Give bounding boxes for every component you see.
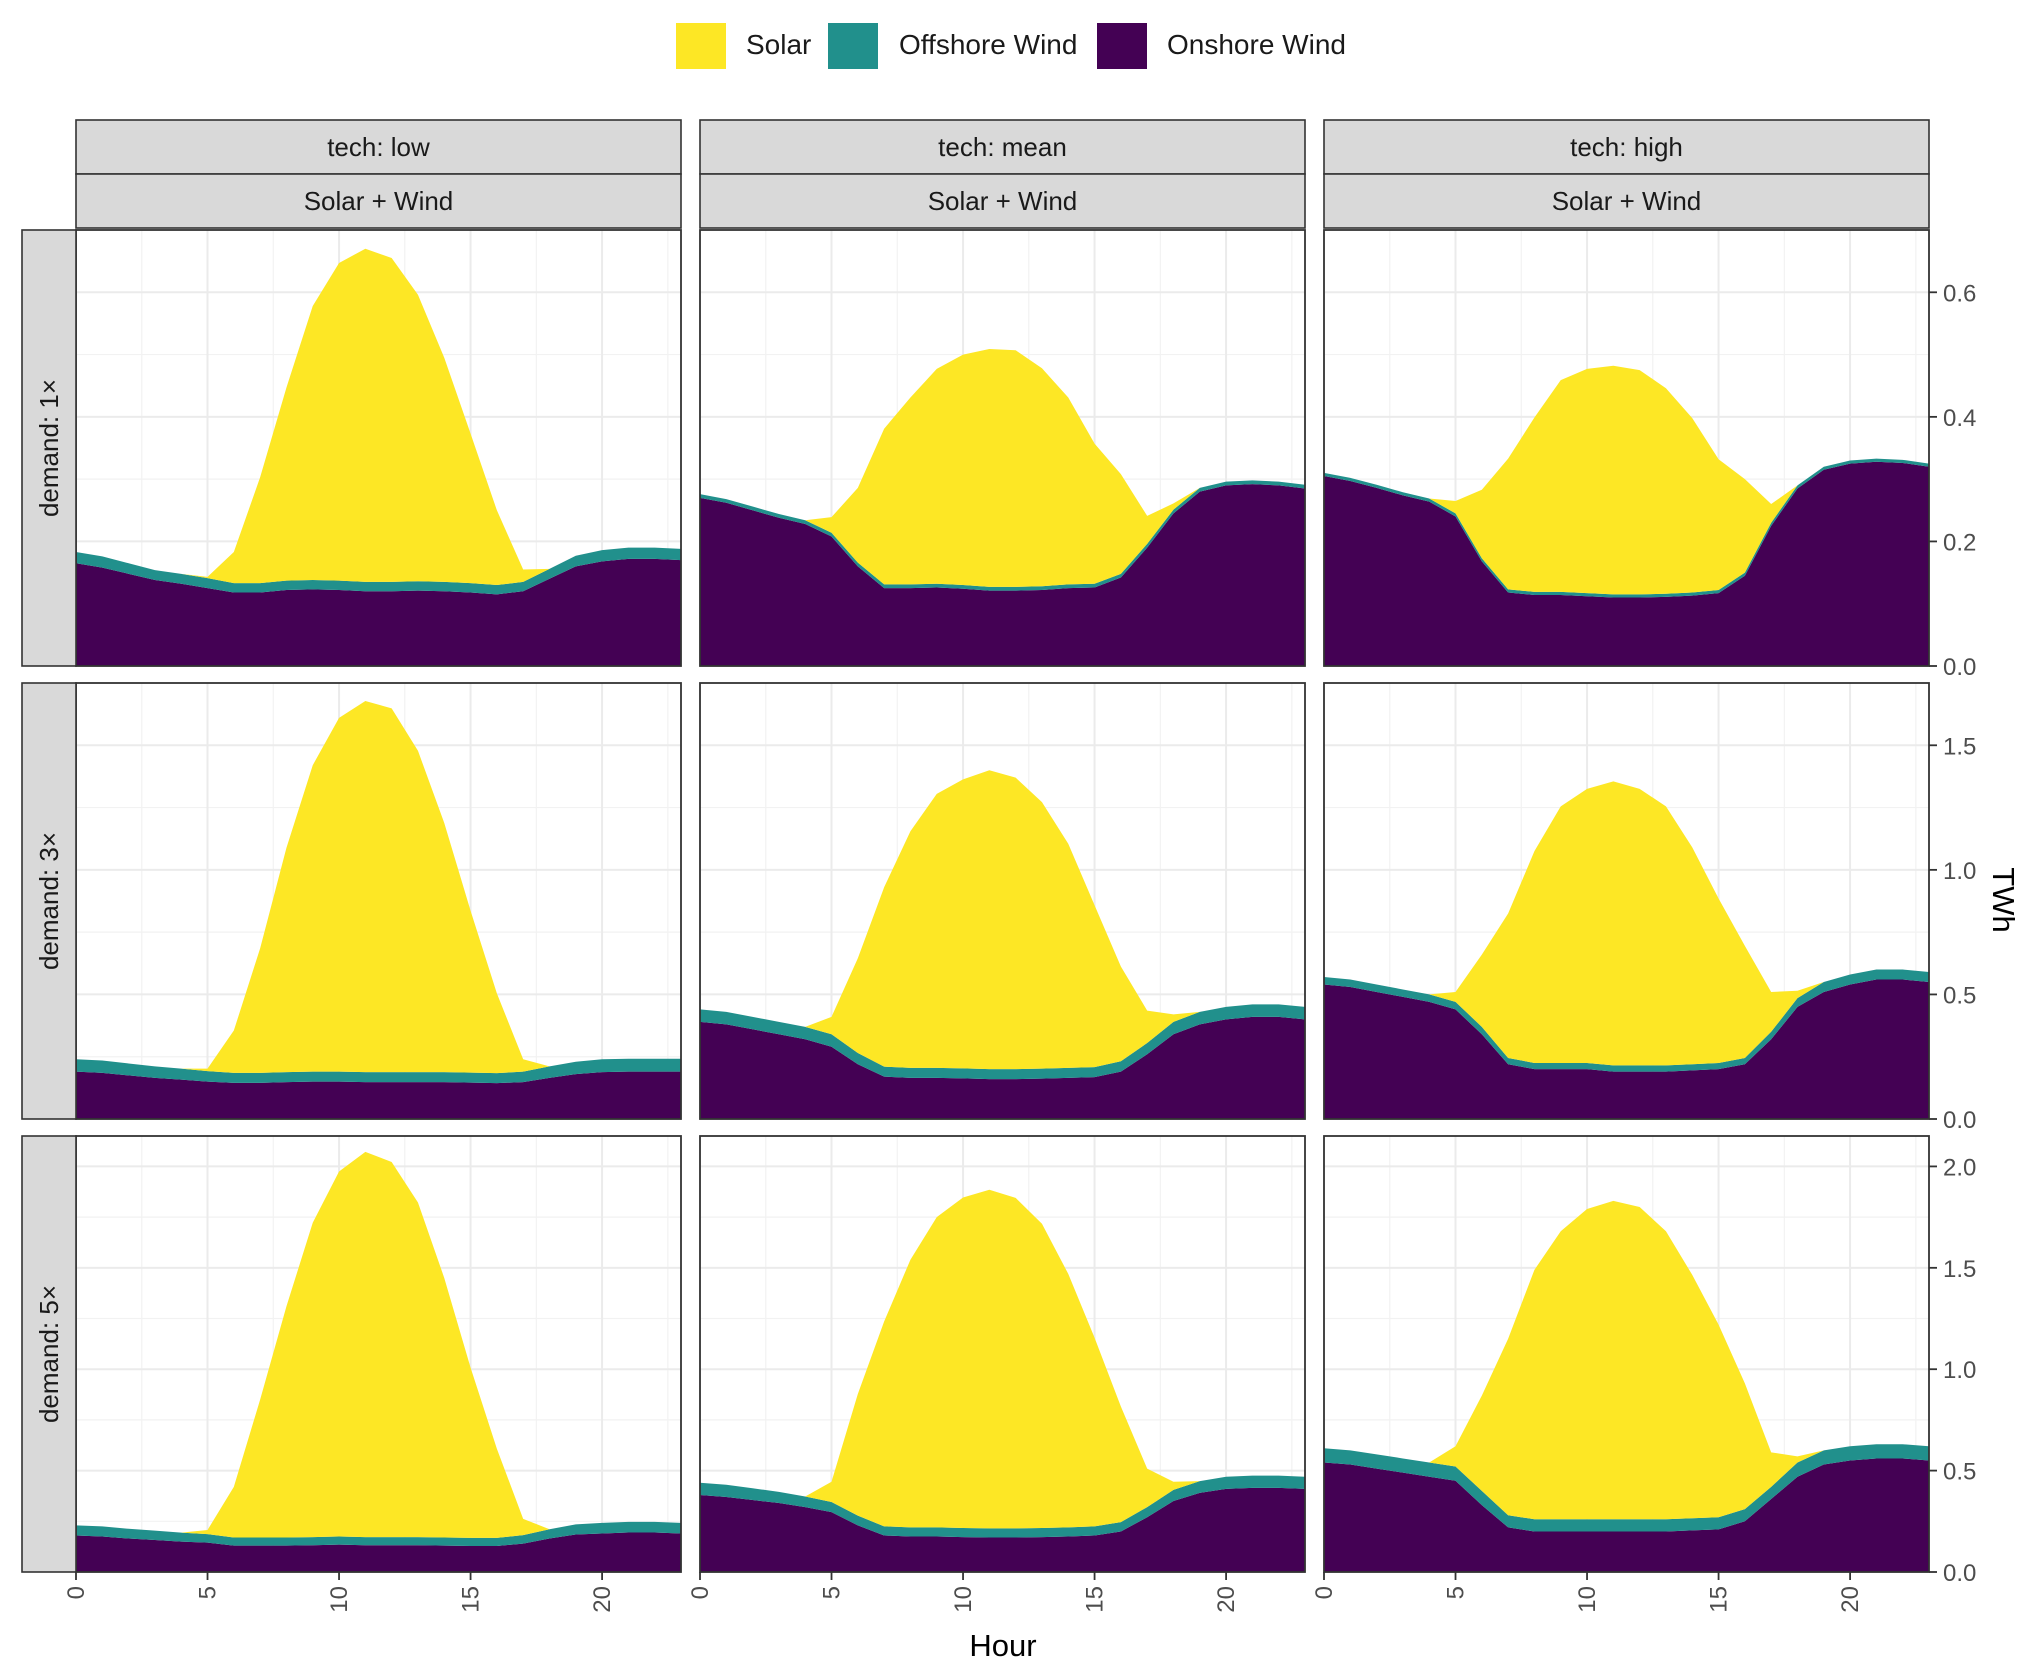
row-strip-demand-5	[21, 1135, 77, 1573]
x-tick-label: 15	[1706, 1586, 1733, 1613]
area-offshore-wind	[700, 1004, 1305, 1080]
area-onshore-wind	[1324, 461, 1929, 666]
panel-r3-c3	[1323, 1135, 1930, 1573]
panel-r3-c1	[75, 1135, 682, 1573]
x-tick-label: 0	[1311, 1586, 1338, 1599]
x-tick-label: 0	[63, 1586, 90, 1599]
x-tick-label: 20	[1837, 1586, 1864, 1613]
y-tick-label: 0.4	[1943, 405, 1976, 432]
row-strip-label: demand: 1×	[34, 379, 64, 517]
x-tick-label: 5	[819, 1586, 846, 1599]
area-offshore-wind	[1324, 969, 1929, 1072]
area-onshore-wind	[700, 1016, 1305, 1119]
row-strip-demand-3	[21, 682, 77, 1120]
column-substrip	[699, 173, 1306, 229]
axes: tech: low Solar + Wind tech: mean Solar + W…	[21, 119, 2021, 1663]
area-onshore-wind	[76, 1532, 681, 1572]
x-tick-label: 20	[589, 1586, 616, 1613]
column-substrip	[1323, 173, 1930, 229]
column-substrip	[75, 173, 682, 229]
facet-panels	[75, 229, 1930, 1573]
area-onshore-wind	[700, 484, 1305, 666]
panel-border	[699, 682, 1306, 1120]
y-tick-label: 1.5	[1943, 733, 1976, 760]
y-tick-label: 0.2	[1943, 529, 1976, 556]
area-onshore-wind	[1324, 1458, 1929, 1572]
x-tick-label: 10	[950, 1586, 977, 1613]
legend-key-onshore-wind	[1097, 23, 1147, 69]
column-substrip-label: Solar + Wind	[928, 186, 1078, 216]
area-offshore-wind	[76, 547, 681, 595]
area-offshore-wind	[700, 1475, 1305, 1538]
legend-key-solar	[676, 23, 726, 69]
legend: Solar Offshore Wind Onshore Wind	[676, 23, 1346, 69]
column-strip-tech-mean	[699, 119, 1306, 175]
area-solar	[700, 770, 1305, 1070]
area-solar	[76, 248, 681, 586]
column-strip-label: tech: low	[327, 132, 430, 162]
y-tick-label: 2.0	[1943, 1154, 1976, 1181]
row-strip-label: demand: 5×	[34, 1285, 64, 1423]
x-tick-label: 5	[195, 1586, 222, 1599]
column-strip-tech-high	[1323, 119, 1930, 175]
legend-label-solar: Solar	[746, 29, 811, 60]
legend-label-onshore-wind: Onshore Wind	[1167, 29, 1346, 60]
y-tick-label: 0.6	[1943, 280, 1976, 307]
panel-border	[699, 229, 1306, 667]
area-offshore-wind	[76, 1521, 681, 1547]
x-axis-title: Hour	[969, 1628, 1036, 1663]
x-tick-label: 10	[326, 1586, 353, 1613]
y-tick-label: 1.5	[1943, 1256, 1976, 1283]
legend-key-offshore-wind	[828, 23, 878, 69]
area-solar	[700, 1189, 1305, 1529]
column-strip-label: tech: mean	[938, 132, 1067, 162]
panel-border	[699, 1135, 1306, 1573]
panel-r2-c2	[699, 682, 1306, 1120]
area-offshore-wind	[1324, 1444, 1929, 1532]
area-onshore-wind	[76, 1071, 681, 1119]
y-tick-label: 0.0	[1943, 1107, 1976, 1134]
y-axis-title: TWh	[1986, 867, 2021, 932]
x-tick-label: 0	[687, 1586, 714, 1599]
panel-border	[1323, 682, 1930, 1120]
x-tick-label: 5	[1443, 1586, 1470, 1599]
area-solar	[1324, 365, 1929, 595]
area-solar	[1324, 781, 1929, 1066]
area-onshore-wind	[1324, 979, 1929, 1119]
panel-r1-c2	[699, 229, 1306, 667]
area-solar	[76, 700, 681, 1074]
panel-r3-c2	[699, 1135, 1306, 1573]
y-tick-label: 1.0	[1943, 1357, 1976, 1384]
area-solar	[700, 348, 1305, 587]
column-strip-tech-low	[75, 119, 682, 175]
panel-r1-c1	[75, 229, 682, 667]
column-substrip-label: Solar + Wind	[1552, 186, 1702, 216]
x-tick-label: 10	[1574, 1586, 1601, 1613]
row-strip-demand-1	[21, 229, 77, 667]
x-tick-label: 15	[1082, 1586, 1109, 1613]
column-strip-label: tech: high	[1570, 132, 1683, 162]
area-offshore-wind	[76, 1058, 681, 1084]
y-tick-label: 1.0	[1943, 858, 1976, 885]
panel-r2-c3	[1323, 682, 1930, 1120]
area-solar	[1324, 1200, 1929, 1520]
legend-label-offshore-wind: Offshore Wind	[899, 29, 1077, 60]
area-onshore-wind	[700, 1487, 1305, 1572]
row-strip-label: demand: 3×	[34, 832, 64, 970]
panel-border	[1323, 1135, 1930, 1573]
y-tick-label: 0.5	[1943, 1459, 1976, 1486]
panel-r1-c3	[1323, 229, 1930, 667]
y-tick-label: 0.5	[1943, 982, 1976, 1009]
column-substrip-label: Solar + Wind	[304, 186, 454, 216]
panel-border	[1323, 229, 1930, 667]
y-tick-label: 0.0	[1943, 1560, 1976, 1587]
panel-r2-c1	[75, 682, 682, 1120]
x-tick-label: 15	[458, 1586, 485, 1613]
x-tick-label: 20	[1213, 1586, 1240, 1613]
y-tick-label: 0.0	[1943, 654, 1976, 681]
area-onshore-wind	[76, 558, 681, 666]
area-solar	[76, 1151, 681, 1538]
